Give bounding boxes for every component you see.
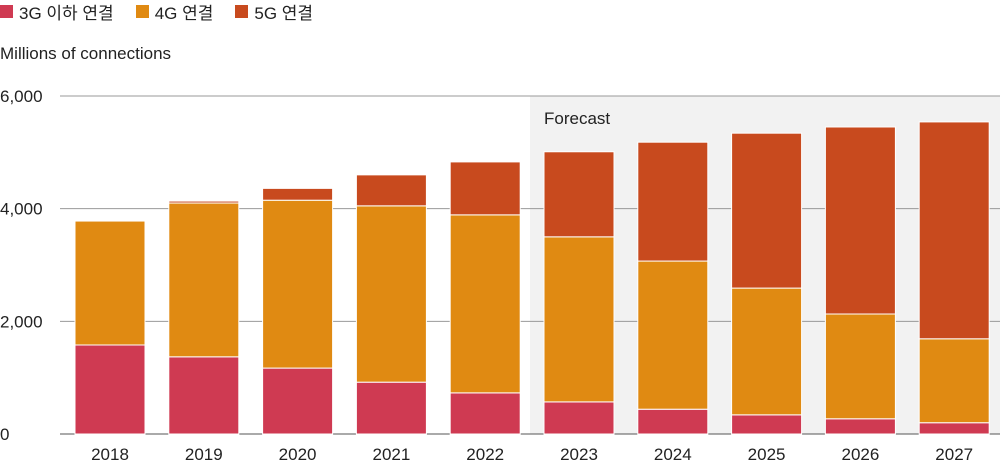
x-tick-label: 2018: [91, 445, 129, 464]
bar-segment: [731, 414, 803, 435]
bar-segment: [918, 338, 990, 424]
bar-segment: [637, 260, 709, 410]
y-tick-label: 6,000: [0, 87, 43, 106]
bar-segment: [543, 151, 615, 238]
bar-segment: [355, 174, 427, 207]
x-tick-label: 2025: [748, 445, 786, 464]
bar-segment: [168, 200, 240, 204]
legend-swatch: [0, 4, 13, 18]
y-axis-label: Millions of connections: [0, 44, 172, 63]
legend-item: 3G 이하 연결: [0, 0, 114, 24]
bar-segment: [74, 344, 146, 435]
bar-segment: [824, 313, 896, 420]
y-tick-label: 4,000: [0, 200, 43, 219]
bar-segment: [262, 367, 334, 435]
bar-segment: [355, 381, 427, 435]
y-tick-label: 2,000: [0, 312, 43, 331]
bar-segment: [731, 287, 803, 416]
bar-segment: [168, 202, 240, 358]
legend-swatch: [235, 4, 249, 18]
legend-label: 4G 연결: [154, 3, 214, 23]
x-tick-label: 2021: [372, 445, 410, 464]
legend-item: 4G 연결: [135, 0, 214, 24]
bar-segment: [543, 236, 615, 403]
bar-segment: [824, 418, 896, 435]
bar-segment: [262, 187, 334, 201]
x-tick-label: 2024: [654, 445, 692, 464]
y-tick-label: 0: [0, 425, 9, 444]
x-tick-label: 2027: [935, 445, 973, 464]
bar-segment: [262, 199, 334, 369]
bar-segment: [355, 205, 427, 383]
legend-label: 3G 이하 연결: [19, 3, 114, 23]
legend-label: 5G 연결: [254, 3, 314, 23]
bar-segment: [74, 220, 146, 346]
bar-segment: [449, 392, 521, 435]
x-tick-label: 2022: [466, 445, 504, 464]
x-tick-label: 2023: [560, 445, 598, 464]
bar-segment: [449, 161, 521, 216]
bar-segment: [168, 356, 240, 435]
legend: 3G 이하 연결 4G 연결 5G 연결: [0, 0, 313, 24]
legend-item: 5G 연결: [235, 0, 313, 24]
bar-segment: [918, 422, 990, 435]
x-tick-label: 2019: [185, 445, 223, 464]
legend-swatch: [135, 4, 149, 18]
x-tick-label: 2020: [279, 445, 317, 464]
bar-segment: [731, 132, 803, 289]
bar-segment: [637, 141, 709, 262]
bar-segment: [543, 401, 615, 435]
bar-segment: [824, 126, 896, 315]
forecast-label: Forecast: [544, 109, 610, 128]
bar-segment: [918, 121, 990, 340]
bar-segment: [449, 214, 521, 394]
bar-segment: [637, 408, 709, 435]
x-tick-label: 2026: [841, 445, 879, 464]
